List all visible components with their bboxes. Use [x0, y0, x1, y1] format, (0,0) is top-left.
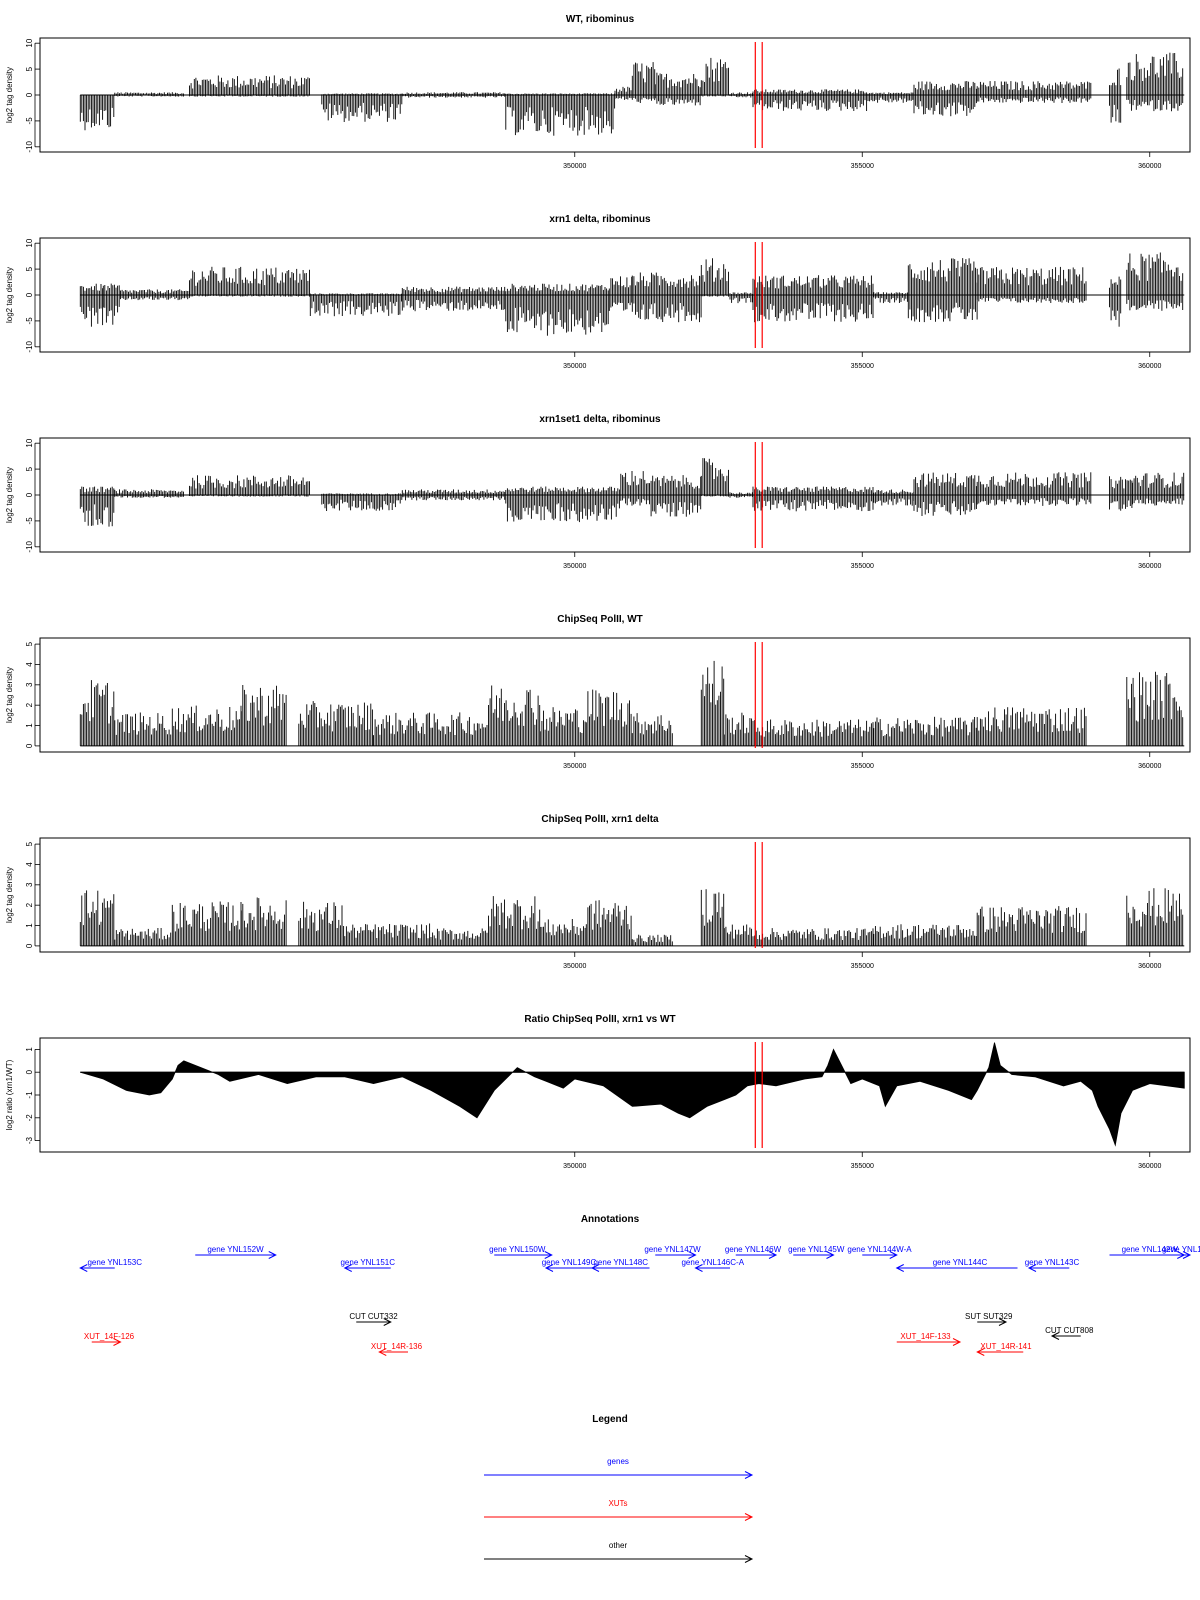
signal-bars: [79, 458, 1185, 527]
x-tick-label: 350000: [563, 163, 586, 170]
x-tick-label: 350000: [563, 563, 586, 570]
y-tick-label: 3: [25, 882, 34, 887]
track-chipseq-xrn1: 0 1 2 3 4 5 log2 tag density 350000 355000 360000: [5, 837, 1191, 970]
y-tick-label: 5: [25, 641, 34, 646]
y-tick-label: -10: [25, 140, 34, 152]
x-tick-label: 355000: [851, 563, 874, 570]
y-tick-label: -10: [25, 340, 34, 352]
y-tick-label: 10: [25, 238, 34, 247]
x-tick-label: 355000: [851, 363, 874, 370]
x-tick-label: 350000: [563, 763, 586, 770]
y-tick-label: 0: [25, 492, 34, 497]
track-chipseq-wt: 0 1 2 3 4 5 log2 tag density 350000 355000 360000: [5, 637, 1191, 770]
y-tick-label: 5: [25, 841, 34, 846]
y-tick-label: 10: [25, 38, 34, 47]
x-tick-label: 350000: [563, 363, 586, 370]
x-tick-label: 360000: [1138, 163, 1161, 170]
y-tick-label: 1: [25, 723, 34, 728]
x-tick-label: 360000: [1138, 363, 1161, 370]
x-tick-label: 360000: [1138, 563, 1161, 570]
y-axis-label: log2 tag density: [5, 867, 14, 923]
x-tick-label: 355000: [851, 763, 874, 770]
y-tick-label: -5: [25, 317, 34, 325]
plot-frame: [39, 837, 1191, 953]
x-tick-label: 360000: [1138, 763, 1161, 770]
y-tick-label: 2: [25, 702, 34, 707]
y-tick-label: 5: [25, 266, 34, 271]
y-tick-label: 0: [25, 943, 34, 948]
y-tick-label: 0: [25, 292, 34, 297]
x-tick-label: 355000: [851, 163, 874, 170]
y-tick-label: 2: [25, 902, 34, 907]
signal-bars: [79, 888, 1184, 946]
chart-title: ChipSeq PolII, xrn1 delta: [541, 814, 659, 825]
y-tick-label: -10: [25, 540, 34, 552]
y-axis-label: log2 tag density: [5, 467, 14, 523]
y-tick-label: 5: [25, 66, 34, 71]
chart-title: ChipSeq PolII, WT: [557, 614, 643, 625]
x-tick-label: 355000: [851, 963, 874, 970]
plot-frame: [39, 637, 1191, 753]
track-wt-ribominus: -10 -5 0 5 10 log2 tag density 350000 355000 360…: [5, 37, 1191, 170]
y-axis-label: log2 tag density: [5, 267, 14, 323]
track-xrn1-ribominus: -10 -5 0 5 10 log2 tag density 350000 355000 360…: [5, 237, 1191, 370]
signal-bars: [79, 252, 1184, 336]
x-tick-label: 350000: [563, 963, 586, 970]
y-tick-label: 1: [25, 923, 34, 928]
track-xrn1set1-ribominus: -10 -5 0 5 10 log2 tag density 350000 355000 360…: [5, 437, 1191, 570]
y-tick-label: -5: [25, 117, 34, 125]
chart-title: xrn1set1 delta, ribominus: [539, 414, 661, 425]
y-tick-label: 0: [25, 92, 34, 97]
y-axis-label: log2 tag density: [5, 667, 14, 723]
y-tick-label: 4: [25, 862, 34, 867]
y-tick-label: -5: [25, 517, 34, 525]
y-tick-label: 10: [25, 438, 34, 447]
y-tick-label: 4: [25, 662, 34, 667]
y-tick-label: 5: [25, 466, 34, 471]
signal-bars: [79, 52, 1184, 136]
chart-title: xrn1 delta, ribominus: [549, 214, 651, 225]
chart-title: WT, ribominus: [566, 14, 635, 25]
y-axis-label: log2 tag density: [5, 67, 14, 123]
y-tick-label: 3: [25, 682, 34, 687]
signal-bars: [79, 660, 1184, 746]
y-tick-label: 0: [25, 743, 34, 748]
x-tick-label: 360000: [1138, 963, 1161, 970]
